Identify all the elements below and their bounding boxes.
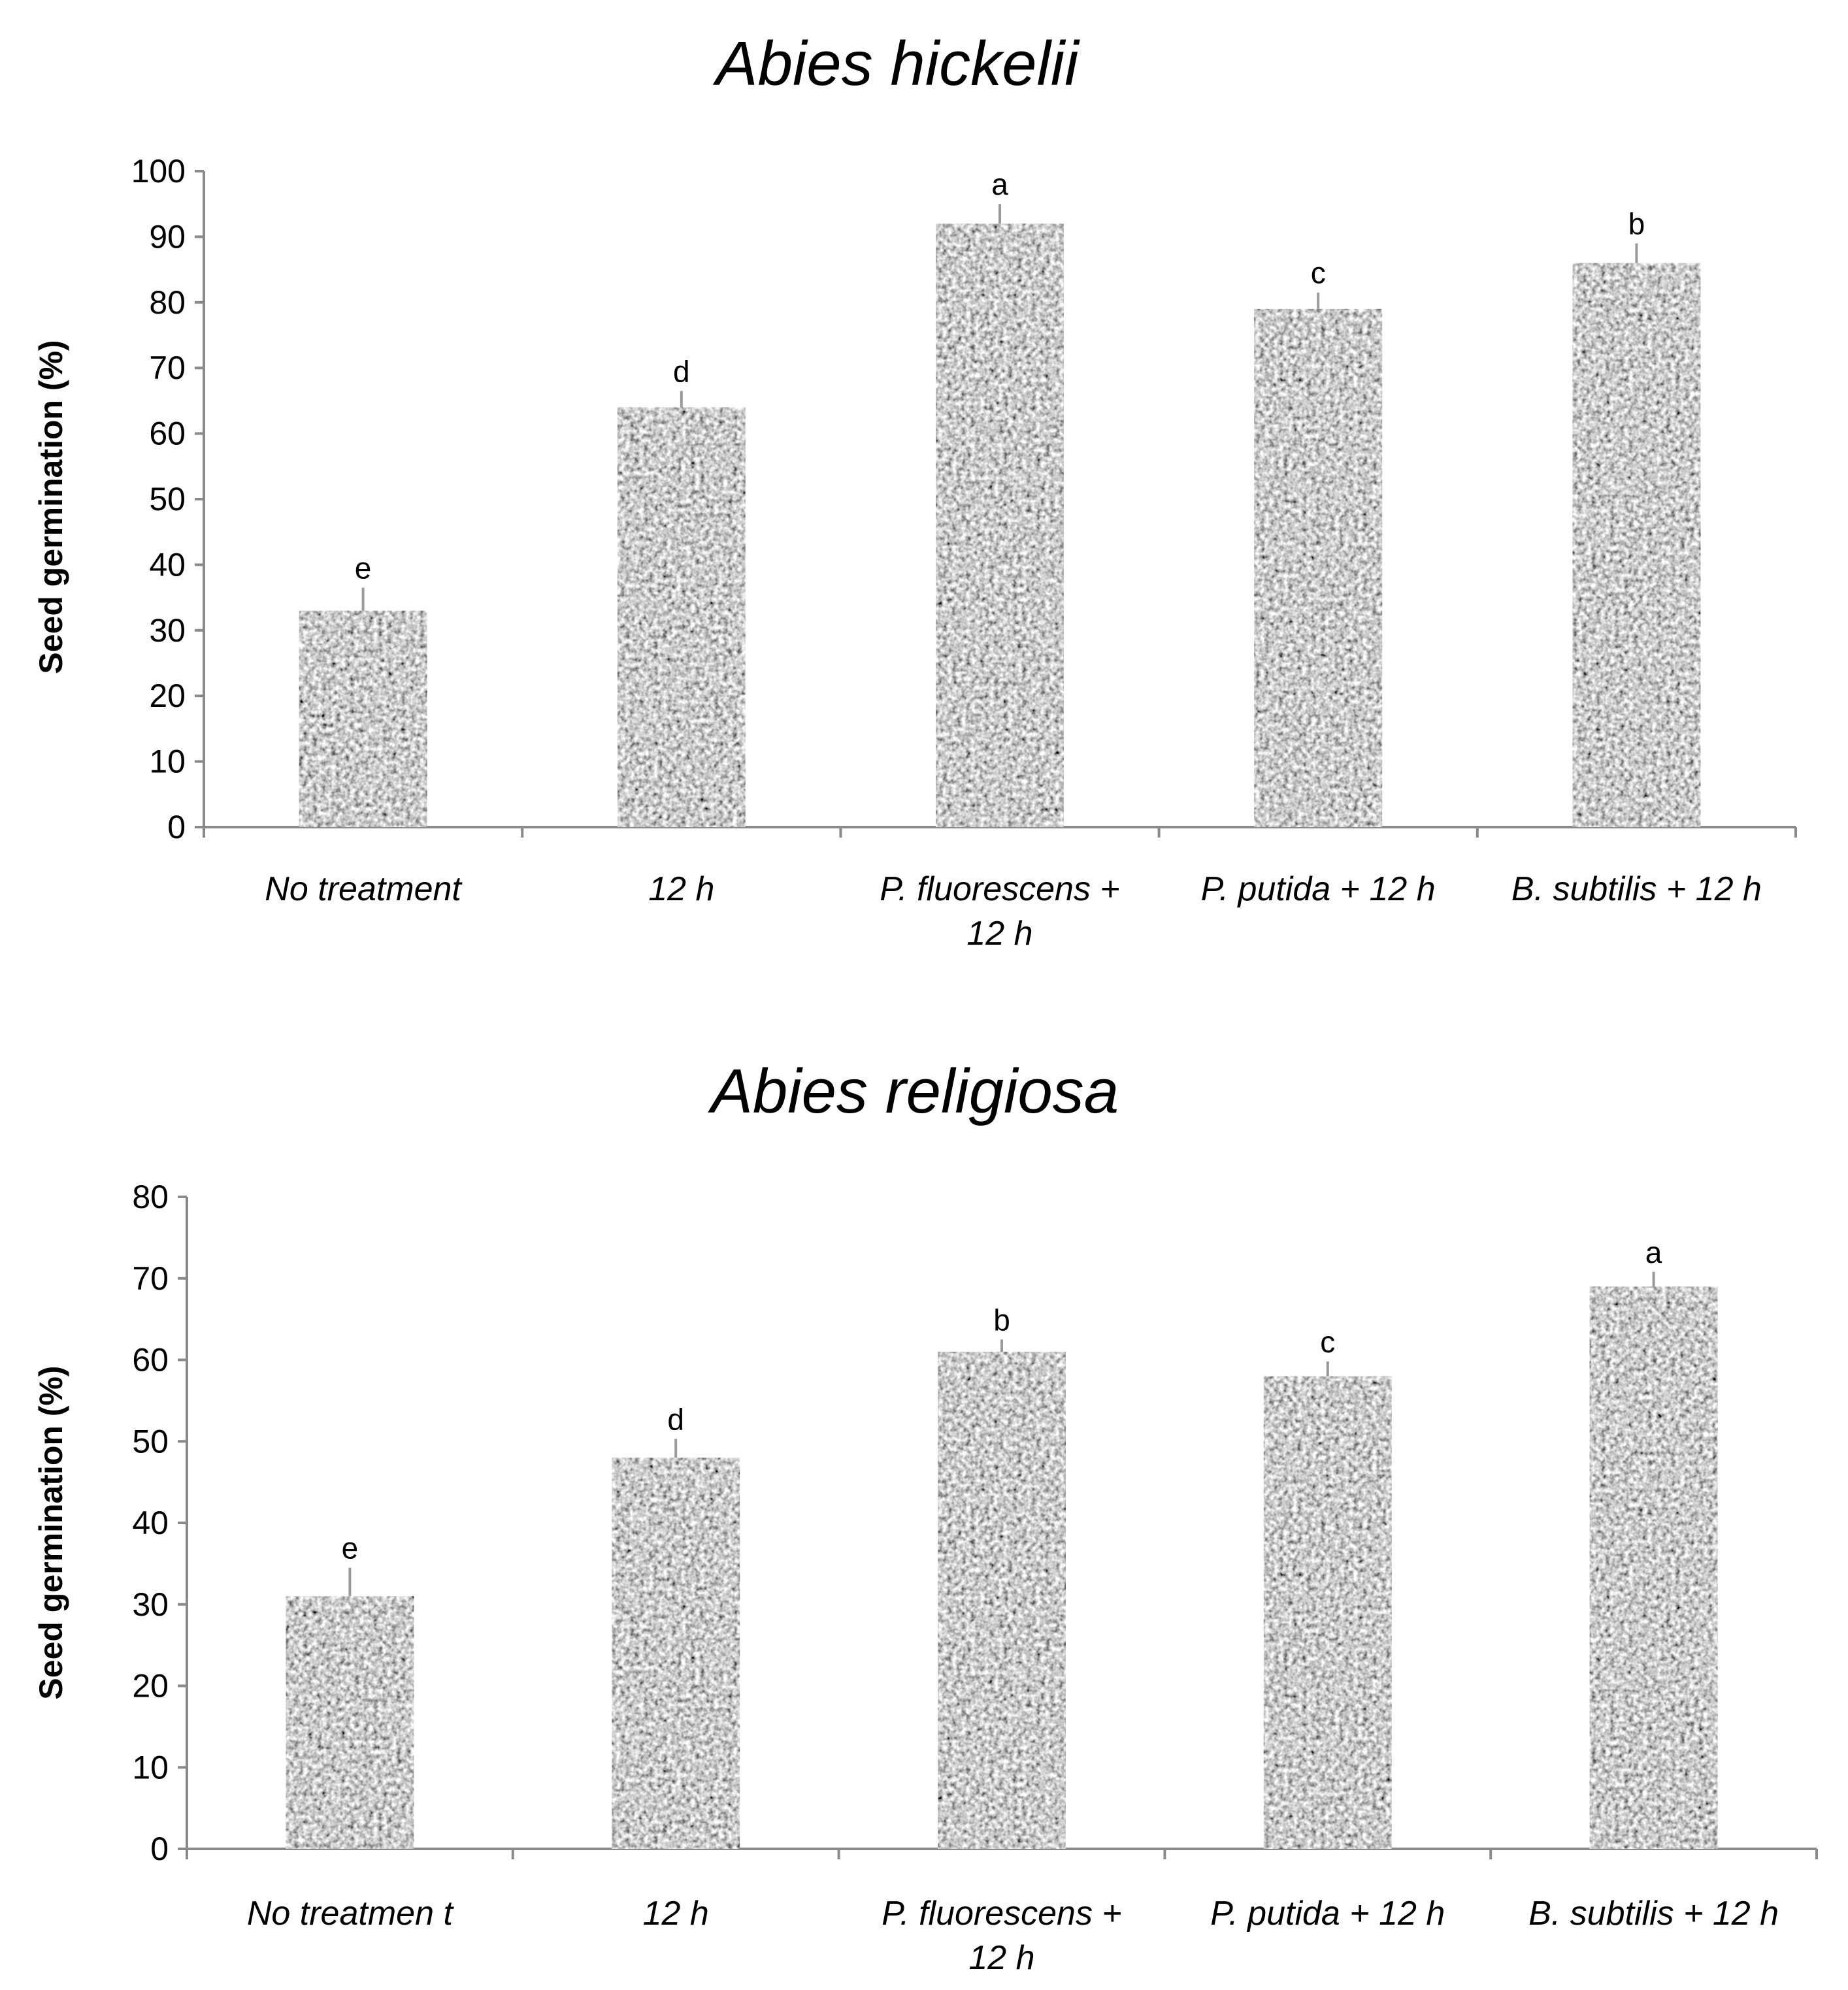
x-tick-label: P. fluorescens +12 h (882, 1895, 1122, 1977)
y-tick-label: 0 (167, 809, 186, 845)
significance-letter: a (1645, 1235, 1662, 1269)
y-tick-label: 80 (132, 1179, 169, 1215)
y-tick-label: 30 (132, 1586, 169, 1623)
significance-letter: b (993, 1303, 1010, 1337)
y-tick-label: 20 (132, 1668, 169, 1705)
y-tick-label: 100 (131, 153, 186, 189)
y-tick-label: 20 (149, 677, 186, 714)
bar (1263, 1376, 1392, 1849)
x-tick-label: B. subtilis + 12 h (1528, 1895, 1779, 1933)
x-tick-label: 12 h (648, 870, 714, 908)
y-axis-label: Seed germination (%) (33, 1365, 69, 1699)
y-tick-label: 80 (149, 284, 186, 321)
bar (1589, 1286, 1718, 1849)
significance-letter: a (991, 167, 1008, 201)
x-tick-label: No treatment (265, 870, 463, 908)
y-tick-label: 40 (132, 1505, 169, 1541)
bar (299, 610, 427, 827)
significance-letter: e (355, 551, 372, 585)
y-tick-label: 30 (149, 612, 186, 649)
bar (1572, 263, 1701, 827)
y-tick-label: 60 (132, 1342, 169, 1378)
x-tick-label: P. putida + 12 h (1210, 1895, 1445, 1933)
significance-letter: d (667, 1403, 684, 1437)
bar (1254, 308, 1383, 828)
bar (617, 407, 746, 827)
chart-abies-religiosa: Abies religiosa Seed germination (%) 0 10… (33, 1056, 1818, 1977)
bar (286, 1596, 414, 1849)
y-axis-label: Seed germination (%) (33, 340, 69, 674)
significance-letter: e (342, 1531, 359, 1565)
y-tick-label: 10 (132, 1749, 169, 1786)
y-tick-label: 70 (132, 1260, 169, 1297)
bar (938, 1352, 1066, 1849)
y-tick-label: 50 (132, 1423, 169, 1460)
significance-letter: b (1628, 206, 1645, 240)
y-tick-label: 0 (150, 1831, 169, 1867)
chart-abies-hickelii: Abies hickelii Seed germination (%) 0 10 2… (33, 29, 1797, 953)
chart-title: Abies hickelii (713, 29, 1081, 99)
y-tick-label: 40 (149, 546, 186, 583)
plot-area: 0 10 20 30 40 50 60 70 80 e No treatmen t d 12 h b P. … (132, 1179, 1818, 1977)
significance-letter: d (673, 354, 690, 388)
y-tick-label: 50 (149, 481, 186, 517)
y-tick-label: 10 (149, 743, 186, 780)
significance-letter: c (1311, 256, 1326, 290)
x-tick-label: 12 h (643, 1895, 709, 1933)
plot-area: 0 10 20 30 40 50 60 70 80 90 100 e No treatment d 12 h… (131, 153, 1797, 953)
x-tick-label: P. fluorescens +12 h (880, 870, 1120, 953)
y-tick-label: 60 (149, 416, 186, 452)
x-tick-label: No treatmen t (247, 1895, 455, 1933)
bar (936, 223, 1064, 827)
y-tick-label: 90 (149, 218, 186, 255)
significance-letter: c (1320, 1325, 1335, 1359)
y-tick-label: 70 (149, 350, 186, 386)
x-tick-label: B. subtilis + 12 h (1511, 870, 1762, 908)
bar (612, 1458, 740, 1849)
chart-title: Abies religiosa (708, 1056, 1119, 1126)
x-tick-label: P. putida + 12 h (1201, 870, 1436, 908)
